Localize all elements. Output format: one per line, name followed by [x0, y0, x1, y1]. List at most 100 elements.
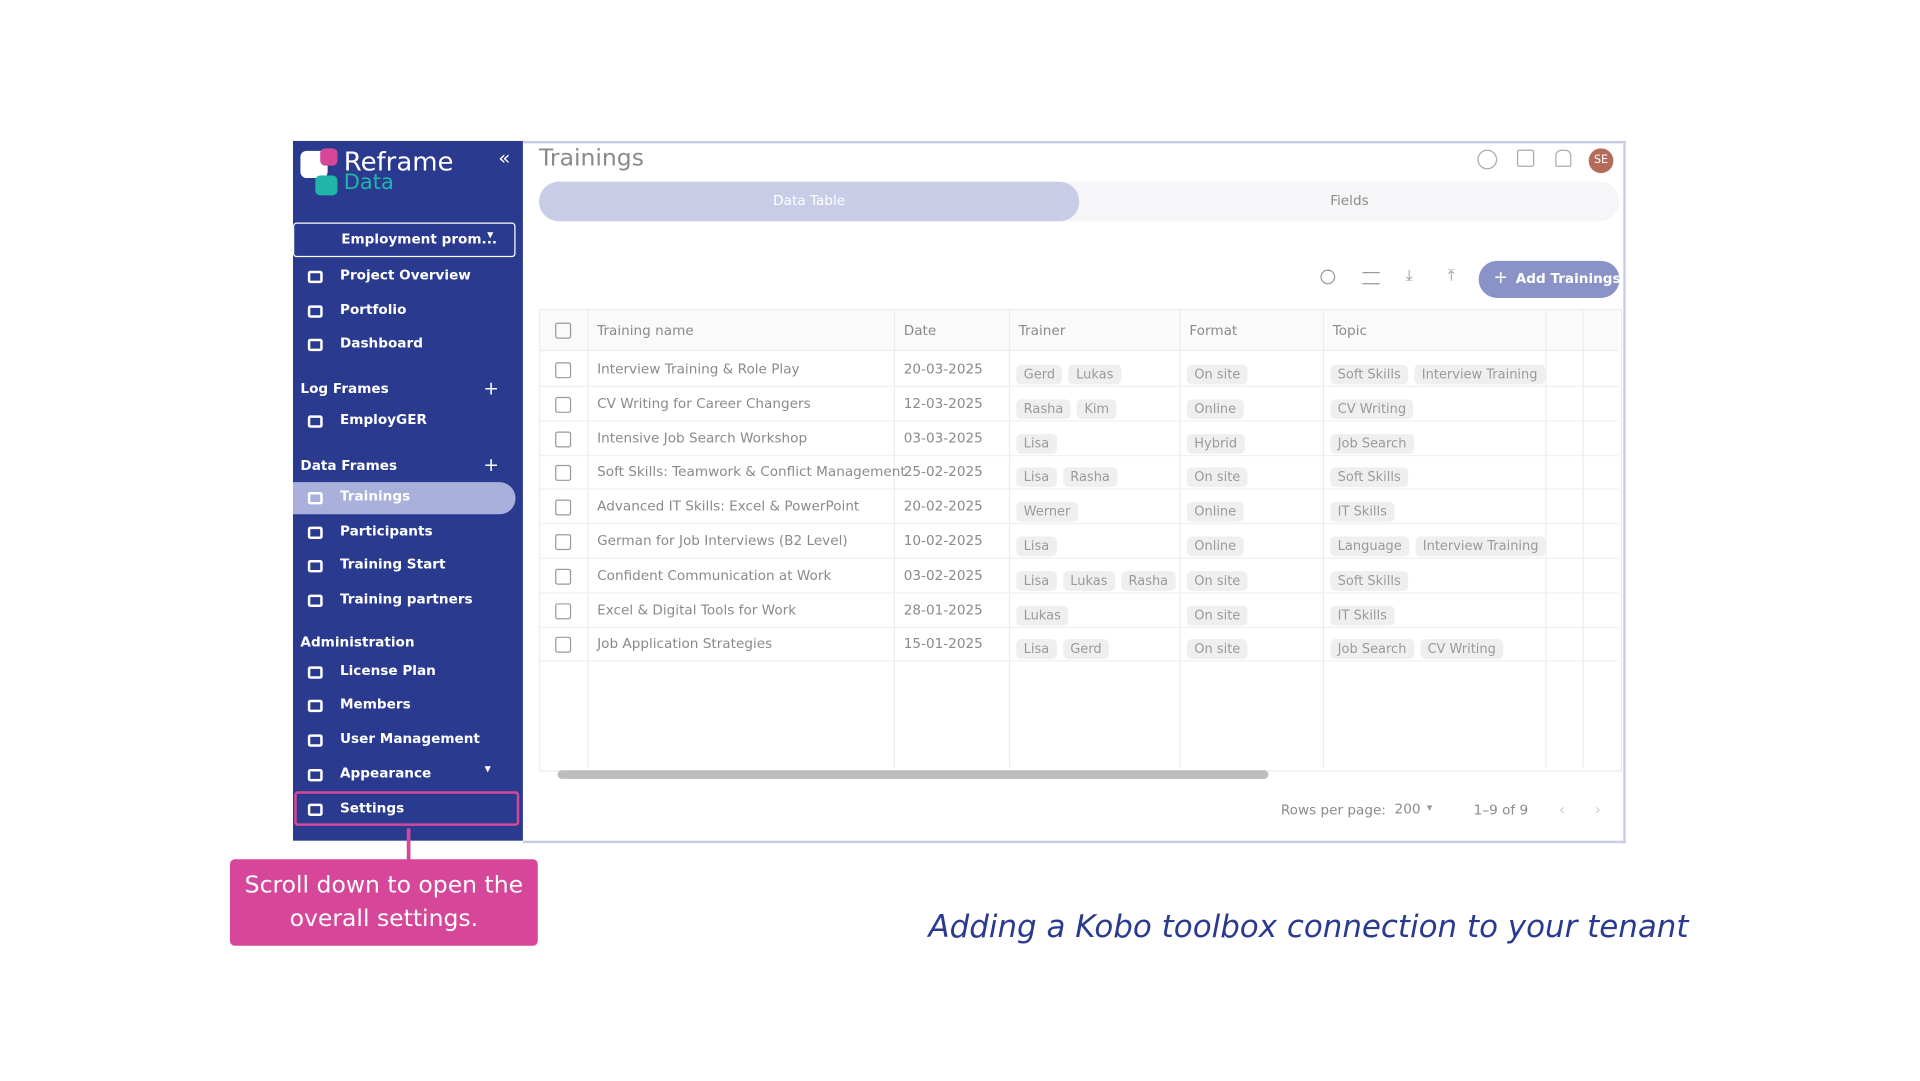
format-tag: On site — [1186, 600, 1254, 626]
date: 12-03-2025 — [903, 395, 983, 412]
section-title: Administration — [300, 634, 415, 651]
trainer-tags: Gerd Lukas — [1016, 360, 1127, 385]
column-divider — [1545, 310, 1547, 768]
topic-tags: Soft Skills — [1330, 463, 1414, 488]
upload-icon[interactable]: ⤒ — [1447, 267, 1455, 286]
topic-tags: Job Search — [1330, 428, 1420, 454]
nav-item[interactable]: Dashboard — [339, 335, 423, 352]
search-icon[interactable] — [1320, 269, 1336, 285]
nav-item[interactable]: User Management — [339, 730, 480, 747]
date: 20-03-2025 — [903, 361, 983, 378]
nav-icon — [307, 734, 323, 747]
add-button[interactable]: + Add Trainings — [1478, 260, 1621, 298]
format-tag: On site — [1186, 639, 1248, 660]
nav-item[interactable]: Settings — [339, 799, 405, 816]
nav-item[interactable]: Training Start — [339, 556, 446, 573]
format-tag: Online — [1186, 502, 1244, 522]
trainer-tags: Lukas — [1016, 600, 1074, 626]
column-header[interactable]: Trainer — [1018, 322, 1066, 339]
checkbox[interactable] — [555, 568, 572, 585]
nav-item[interactable]: Participants — [339, 522, 433, 540]
tab-active — [539, 181, 1080, 222]
page-range: 1–9 of 9 — [1473, 802, 1529, 819]
collapse-button[interactable]: « — [498, 145, 511, 170]
bell-icon[interactable] — [1555, 149, 1572, 167]
topic-tags: Job Search CV Writing — [1330, 635, 1509, 660]
training-name[interactable]: Interview Training & Role Play — [597, 361, 800, 378]
dropdown-arrow: ▾ — [1426, 802, 1433, 815]
tasks-icon[interactable] — [1516, 149, 1535, 167]
training-name[interactable]: Excel & Digital Tools for Work — [597, 601, 797, 618]
trainer-tag: Lisa — [1016, 639, 1057, 660]
checkbox[interactable] — [555, 322, 572, 339]
tab-label[interactable]: Data Table — [773, 192, 846, 209]
trainer-tag: Gerd — [1062, 639, 1110, 660]
checkbox[interactable] — [555, 499, 572, 516]
nav-icon — [307, 415, 323, 428]
filter-icon[interactable] — [1362, 271, 1380, 285]
trainer-tag: Lukas — [1068, 364, 1121, 385]
table-header-bg — [540, 310, 1619, 352]
column-header[interactable]: Format — [1189, 322, 1238, 339]
avatar[interactable]: SE — [1588, 148, 1614, 174]
training-name[interactable]: Intensive Job Search Workshop — [597, 429, 808, 446]
training-name[interactable]: Soft Skills: Teamwork & Conflict Managem… — [597, 464, 906, 481]
nav-highlight — [294, 791, 520, 826]
trainer-tag: Gerd — [1016, 364, 1063, 385]
nav-item[interactable]: License Plan — [339, 662, 436, 679]
trainer-tag: Lisa — [1016, 467, 1057, 488]
column-header[interactable]: Training name — [597, 322, 694, 339]
scrollbar[interactable] — [557, 770, 1269, 779]
format-tag: On site — [1186, 360, 1254, 385]
topic-tags: Language Interview Training — [1330, 532, 1552, 557]
checkbox[interactable] — [555, 396, 572, 413]
next-page[interactable]: › — [1594, 801, 1601, 819]
topic-tag: Job Search — [1330, 433, 1414, 454]
section-title: Data Frames — [300, 457, 398, 474]
training-name[interactable]: Confident Communication at Work — [597, 567, 832, 584]
format-tag: On site — [1186, 364, 1248, 385]
row-divider — [540, 626, 1619, 628]
checkbox[interactable] — [555, 534, 572, 551]
trainer-tag: Lukas — [1016, 605, 1069, 626]
nav-icon — [307, 699, 323, 713]
tab-label[interactable]: Fields — [1330, 192, 1369, 209]
format-tag: On site — [1186, 463, 1254, 488]
callout: Scroll down to open the overall settings… — [229, 859, 538, 946]
checkbox[interactable] — [555, 430, 572, 448]
training-name[interactable]: Job Application Strategies — [597, 635, 773, 653]
nav-item[interactable]: Portfolio — [339, 301, 407, 318]
nav-item[interactable]: EmployGER — [339, 411, 427, 428]
prev-page[interactable]: ‹ — [1558, 801, 1565, 819]
format-tag: Online — [1186, 394, 1250, 419]
topic-tag: Language — [1330, 536, 1410, 557]
checkbox[interactable] — [555, 362, 572, 379]
nav-item[interactable]: Trainings — [339, 488, 411, 505]
globe-icon[interactable] — [1477, 149, 1498, 170]
trainer-tag: Rasha — [1062, 467, 1118, 488]
checkbox[interactable] — [555, 637, 572, 654]
add-icon[interactable]: + — [483, 453, 499, 476]
add-icon[interactable]: + — [483, 377, 499, 400]
training-name[interactable]: CV Writing for Career Changers — [597, 395, 811, 412]
logo-text: Data — [343, 170, 394, 196]
training-name[interactable]: Advanced IT Skills: Excel & PowerPoint — [597, 498, 860, 515]
row-divider — [540, 420, 1619, 422]
nav-item[interactable]: Members — [339, 696, 411, 713]
nav-icon — [307, 666, 323, 679]
topic-tag: IT Skills — [1330, 502, 1395, 522]
download-icon[interactable]: ⤓ — [1405, 267, 1413, 286]
nav-item[interactable]: Training partners — [339, 590, 473, 608]
nav-item[interactable]: Appearance — [339, 765, 432, 782]
trainer-tags: Rasha Kim — [1016, 394, 1122, 419]
checkbox[interactable] — [555, 465, 572, 482]
nav-icon — [307, 803, 323, 816]
row-divider — [540, 454, 1619, 456]
column-header[interactable]: Date — [903, 322, 937, 339]
training-name[interactable]: German for Job Interviews (B2 Level) — [597, 532, 848, 549]
project-selector[interactable]: Employment prom... ▾ — [293, 222, 516, 258]
rows-per-page[interactable]: 200 — [1394, 801, 1421, 818]
column-header[interactable]: Topic — [1332, 322, 1367, 339]
checkbox[interactable] — [555, 602, 572, 619]
nav-item[interactable]: Project Overview — [339, 267, 471, 284]
